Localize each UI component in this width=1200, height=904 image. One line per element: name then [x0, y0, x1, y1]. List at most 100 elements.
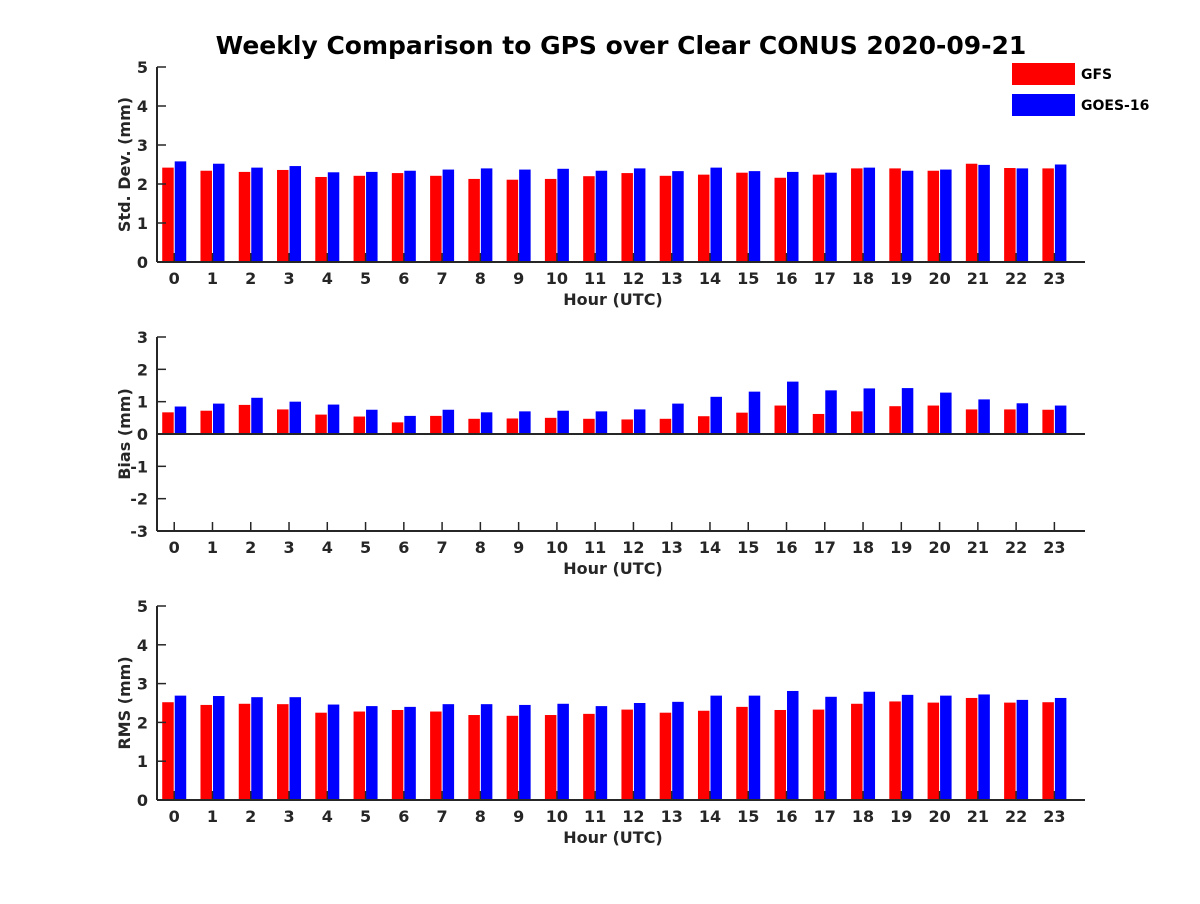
legend-label: GFS: [1081, 67, 1112, 83]
bar-goes-16-15: [748, 391, 761, 434]
bar-goes-16-6: [404, 415, 416, 434]
bar-gfs-0: [162, 702, 174, 800]
bar-gfs-19: [889, 168, 901, 262]
x-tick-label: 5: [360, 807, 371, 826]
bar-goes-16-18: [863, 167, 876, 262]
bar-goes-16-0: [174, 695, 187, 800]
x-tick-label: 17: [814, 538, 836, 557]
x-tick-label: 2: [245, 538, 256, 557]
bar-goes-16-4: [327, 172, 340, 262]
bar-goes-16-18: [863, 691, 876, 800]
bar-gfs-23: [1042, 702, 1054, 800]
bar-goes-16-17: [825, 696, 837, 800]
x-tick-label: 19: [890, 269, 912, 288]
x-tick-label: 6: [398, 269, 409, 288]
x-tick-label: 8: [475, 538, 486, 557]
x-tick-label: 4: [322, 538, 333, 557]
x-tick-label: 23: [1043, 807, 1065, 826]
bar-gfs-15: [736, 706, 748, 800]
legend-swatch: [1012, 94, 1075, 116]
x-tick-label: 5: [360, 269, 371, 288]
bar-gfs-5: [353, 416, 366, 434]
bar-gfs-23: [1042, 409, 1054, 434]
bar-gfs-14: [697, 710, 710, 800]
bar-goes-16-16: [787, 381, 799, 434]
x-tick-label: 3: [283, 807, 294, 826]
x-tick-label: 23: [1043, 269, 1065, 288]
bar-gfs-8: [468, 715, 480, 800]
bar-gfs-6: [391, 173, 404, 262]
bar-gfs-6: [391, 709, 404, 800]
bar-goes-16-21: [978, 694, 990, 800]
bar-gfs-21: [965, 163, 978, 262]
x-tick-label: 11: [584, 807, 606, 826]
bar-goes-16-8: [480, 704, 493, 800]
bar-goes-16-0: [174, 161, 187, 262]
x-tick-label: 9: [513, 269, 524, 288]
x-tick-label: 18: [852, 269, 874, 288]
bar-gfs-17: [812, 709, 825, 800]
x-tick-label: 17: [814, 269, 836, 288]
x-tick-label: 22: [1005, 807, 1027, 826]
bar-goes-16-20: [940, 392, 952, 434]
bar-gfs-20: [927, 702, 940, 800]
x-tick-label: 15: [737, 269, 759, 288]
x-tick-label: 18: [852, 538, 874, 557]
bar-goes-16-0: [174, 406, 187, 434]
bar-goes-16-23: [1054, 697, 1067, 800]
x-tick-label: 3: [283, 269, 294, 288]
x-tick-label: 0: [169, 269, 180, 288]
bar-gfs-8: [468, 418, 480, 434]
bar-goes-16-2: [251, 697, 263, 800]
y-tick-label: 3: [137, 328, 148, 347]
x-tick-label: 8: [475, 269, 486, 288]
y-axis-label: RMS (mm): [115, 656, 134, 749]
bar-gfs-18: [851, 411, 863, 434]
bar-gfs-15: [736, 172, 748, 262]
bar-gfs-21: [965, 409, 978, 434]
bar-goes-16-2: [251, 397, 263, 434]
bar-goes-16-17: [825, 390, 837, 434]
y-tick-label: 5: [137, 58, 148, 77]
bar-gfs-17: [812, 413, 825, 434]
x-tick-label: 11: [584, 269, 606, 288]
bar-goes-16-12: [633, 409, 646, 434]
bar-goes-16-11: [595, 411, 608, 434]
bar-gfs-12: [621, 709, 633, 800]
x-tick-label: 0: [169, 807, 180, 826]
bar-goes-16-9: [519, 704, 531, 800]
bar-gfs-23: [1042, 168, 1054, 262]
bar-goes-16-7: [442, 169, 455, 262]
bar-gfs-16: [774, 177, 787, 262]
x-tick-label: 20: [928, 538, 950, 557]
bar-gfs-12: [621, 173, 633, 262]
legend: GFS GOES-16: [1012, 63, 1149, 116]
legend-item-goes-16: GOES-16: [1012, 94, 1149, 116]
bar-gfs-7: [430, 175, 442, 262]
x-tick-label: 22: [1005, 269, 1027, 288]
bar-gfs-0: [162, 412, 174, 434]
bar-gfs-2: [238, 703, 251, 800]
bar-goes-16-4: [327, 704, 340, 800]
bar-gfs-10: [544, 715, 557, 800]
bar-gfs-4: [315, 712, 327, 800]
x-tick-label: 10: [546, 807, 568, 826]
x-tick-label: 12: [622, 538, 644, 557]
x-tick-label: 7: [437, 807, 448, 826]
bar-goes-16-3: [289, 697, 302, 800]
x-tick-label: 20: [928, 269, 950, 288]
bar-goes-16-14: [710, 695, 722, 800]
x-tick-label: 15: [737, 538, 759, 557]
x-tick-label: 21: [967, 807, 989, 826]
y-axis-label: Bias (mm): [115, 388, 134, 480]
x-tick-label: 8: [475, 807, 486, 826]
y-axis-label: Std. Dev. (mm): [115, 97, 134, 232]
bar-goes-16-3: [289, 401, 302, 434]
bar-gfs-7: [430, 711, 442, 800]
bar-gfs-6: [391, 422, 404, 434]
bar-goes-16-11: [595, 170, 608, 262]
bar-goes-16-13: [672, 171, 684, 262]
y-tick-label: 2: [137, 360, 148, 379]
